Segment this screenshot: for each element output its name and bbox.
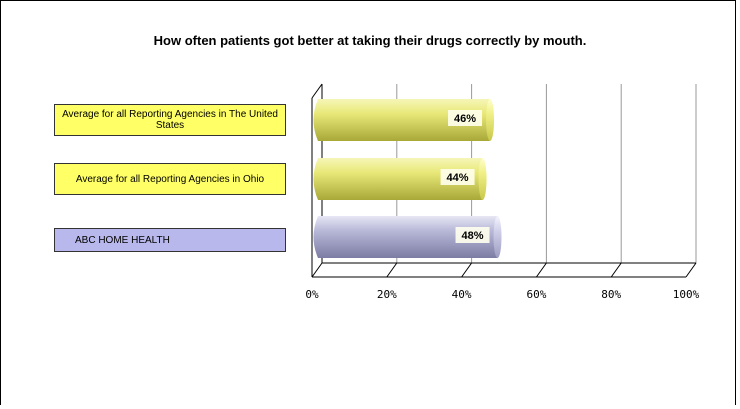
floor-edge <box>685 262 697 278</box>
value-label-bg <box>440 169 475 185</box>
x-tick-label: 80% <box>601 288 621 301</box>
bar-0 <box>313 99 491 141</box>
category-label-ohio: Average for all Reporting Agencies in Oh… <box>54 163 286 195</box>
x-tick-label: 100% <box>673 288 700 301</box>
x-tick-label: 20% <box>377 288 397 301</box>
value-label: 48% <box>462 230 484 242</box>
floor-edge <box>461 262 473 278</box>
category-label-us: Average for all Reporting Agencies in Th… <box>54 104 286 136</box>
left-wall-top <box>311 83 323 99</box>
floor-edge <box>311 262 323 278</box>
bar-cap-2 <box>493 216 502 258</box>
bar-1 <box>313 158 483 200</box>
chart-title: How often patients got better at taking … <box>153 33 587 48</box>
value-label: 44% <box>447 172 469 184</box>
value-label-bg <box>455 227 490 243</box>
value-label: 46% <box>454 113 476 125</box>
floor-edge <box>535 262 547 278</box>
category-label-agency: ABC HOME HEALTH <box>54 228 286 252</box>
x-tick-label: 40% <box>452 288 472 301</box>
bar-cap-1 <box>478 158 487 200</box>
bar-2 <box>313 216 498 258</box>
x-tick-label: 60% <box>526 288 546 301</box>
floor-edge <box>610 262 622 278</box>
value-label-bg <box>448 110 483 126</box>
floor-edge <box>386 262 398 278</box>
bar-cap-0 <box>486 99 495 141</box>
x-tick-label: 0% <box>305 288 319 301</box>
